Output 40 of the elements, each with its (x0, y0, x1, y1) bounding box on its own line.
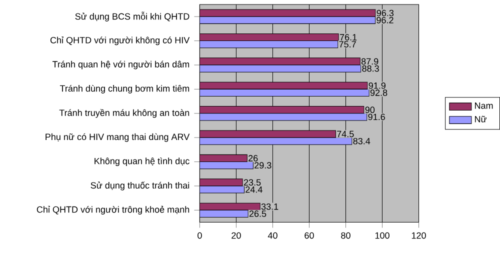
x-tick-label: 100 (375, 232, 390, 239)
data-label: 83.4 (353, 138, 370, 144)
data-label: 33.1 (261, 203, 278, 210)
bar (200, 16, 376, 24)
y-tick-label: Phụ nữ có HIV mang thai dùng ARV (46, 133, 190, 142)
x-tick-label: 20 (232, 232, 241, 239)
x-tick-label: 40 (268, 232, 278, 239)
data-label: 90 (365, 106, 375, 114)
legend-label: Nam (475, 102, 493, 109)
data-label: 96.3 (376, 10, 394, 16)
data-label: 96.2 (376, 16, 394, 24)
y-tick-label: Không quan hệ tình dục (94, 158, 190, 166)
data-label: 24.4 (246, 186, 262, 193)
y-tick-label: Sử dụng thuốc tránh thai (90, 182, 190, 190)
data-label: 92.8 (370, 90, 388, 96)
data-label: 76.1 (340, 34, 357, 40)
y-tick-label: Chỉ QHTD với người trông khoẻ mạnh (36, 206, 190, 214)
data-label: 91.6 (368, 114, 385, 120)
legend-label: Nữ (475, 116, 487, 122)
x-tick-label: 120 (412, 232, 426, 239)
bar (200, 161, 254, 170)
data-label: 88.3 (362, 65, 379, 72)
y-tick-label: Tránh quan hệ với người bán dâm (52, 60, 190, 70)
y-tick-label: Chỉ QHTD với người không có HIV (50, 36, 190, 46)
data-label: 87.9 (361, 58, 378, 65)
x-tick-label: 0 (198, 232, 202, 239)
data-label: 29.3 (254, 162, 272, 168)
y-tick-label: Sử dụng BCS mỗi khi QHTD (75, 12, 190, 22)
y-tick-label: Tránh truyền máu không an toàn (59, 108, 190, 118)
data-label: 26.5 (249, 210, 266, 217)
bar (200, 210, 248, 218)
x-tick-label: 60 (304, 232, 314, 239)
y-tick-label: Tránh dùng chung bơm kim tiêm (60, 84, 190, 94)
bar (200, 137, 352, 145)
x-tick-label: 80 (341, 232, 350, 239)
data-label: 26 (248, 155, 258, 162)
data-label: 23.5 (244, 179, 261, 186)
data-label: 74.5 (337, 130, 354, 138)
data-label: 75.7 (339, 41, 356, 48)
data-label: 91.9 (368, 82, 386, 89)
